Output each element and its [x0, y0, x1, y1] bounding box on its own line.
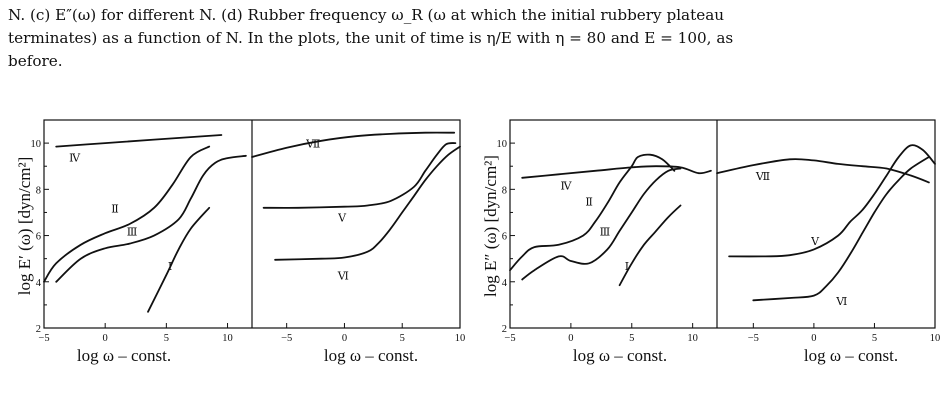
curve-Ⅵ	[274, 145, 461, 261]
y-tick-label: 2	[36, 324, 41, 335]
xlabel-right-panel: log ω – const.	[324, 346, 418, 365]
caption-line-2: terminates) as a function of N. In the p…	[8, 29, 734, 47]
curve-Ⅳ	[55, 134, 223, 148]
curve-Ⅶ	[251, 131, 456, 158]
curve-label: Ⅵ	[337, 270, 349, 282]
figure-caption: N. (c) E″(ω) for different N. (d) Rubber…	[8, 4, 938, 73]
x-tick-label: −5	[281, 333, 292, 344]
y-tick-label: 8	[36, 185, 41, 196]
curve-label: Ⅳ	[69, 153, 81, 165]
y-tick-label: 6	[36, 232, 41, 243]
curve-Ⅲ	[55, 154, 247, 283]
curve-label: Ⅱ	[111, 203, 118, 215]
curve-label: Ⅶ	[305, 139, 320, 151]
x-tick-label: 5	[164, 333, 169, 344]
x-tick-label: 10	[222, 333, 233, 344]
curve-label: Ⅰ	[168, 261, 172, 273]
ylabel-storage: log E′ (ω) [dyn/cm²]	[15, 157, 34, 296]
x-tick-label: 0	[103, 333, 108, 344]
curve-Ⅰ	[147, 206, 211, 313]
xlabel-left-panel: log ω – const.	[77, 346, 171, 365]
curve-Ⅴ	[262, 142, 457, 209]
curve-label: Ⅲ	[127, 227, 138, 239]
curve-Ⅱ	[43, 145, 211, 283]
curve-label: Ⅴ	[337, 213, 347, 225]
caption-line-1: N. (c) E″(ω) for different N. (d) Rubber…	[8, 6, 725, 24]
y-tick-label: 4	[36, 278, 42, 289]
x-tick-label: 0	[342, 333, 347, 344]
y-tick-label: 10	[31, 139, 42, 150]
x-tick-label: −5	[38, 333, 49, 344]
x-tick-label: 5	[400, 333, 405, 344]
x-tick-label: 10	[455, 333, 466, 344]
caption-line-3: before.	[8, 52, 63, 70]
